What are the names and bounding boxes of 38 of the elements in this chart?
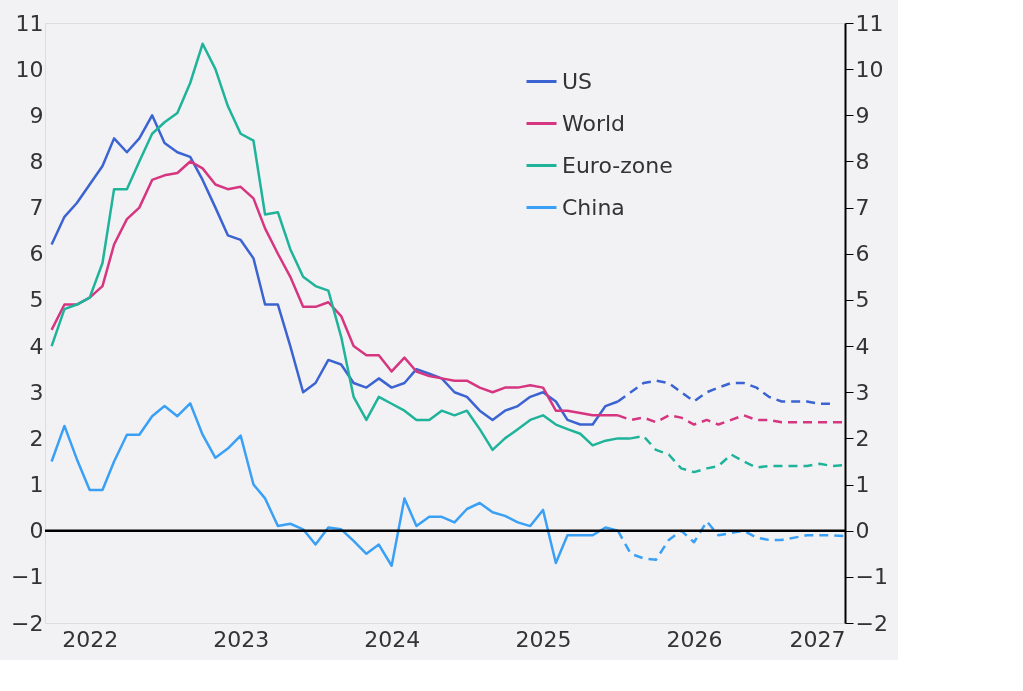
y-tick-label: 11 bbox=[855, 10, 884, 36]
y2-tick-label: 9 bbox=[29, 102, 44, 128]
y-tick-label: −1 bbox=[855, 564, 888, 590]
y2-tick-label: −2 bbox=[11, 610, 44, 636]
y-tick-label: 2 bbox=[855, 425, 870, 451]
legend-label: US bbox=[562, 68, 593, 94]
y2-tick-label: 5 bbox=[29, 287, 44, 313]
x-tick-label: 2025 bbox=[515, 626, 572, 652]
y-tick-label: 7 bbox=[855, 195, 870, 221]
x-tick-label: 2023 bbox=[213, 626, 270, 652]
y2-tick-label: 0 bbox=[29, 518, 44, 544]
y2-tick-label: 1 bbox=[29, 472, 44, 498]
x-tick-label: 2026 bbox=[666, 626, 723, 652]
y-tick-label: 6 bbox=[855, 241, 870, 267]
y2-tick-label: 2 bbox=[29, 425, 44, 451]
y2-tick-label: 8 bbox=[29, 148, 44, 174]
y-tick-label: 8 bbox=[855, 148, 870, 174]
y-tick-label: 3 bbox=[855, 379, 870, 405]
legend-label: China bbox=[562, 194, 625, 220]
y2-tick-label: 7 bbox=[29, 195, 44, 221]
y-tick-label: 10 bbox=[855, 56, 884, 82]
x-tick-label: 2027 bbox=[789, 626, 846, 652]
y-tick-label: 1 bbox=[855, 472, 870, 498]
legend-label: Euro-zone bbox=[562, 152, 673, 178]
y-tick-label: 9 bbox=[855, 102, 870, 128]
y2-tick-label: 3 bbox=[29, 379, 44, 405]
y-tick-label: −2 bbox=[855, 610, 888, 636]
y2-tick-label: 10 bbox=[15, 56, 44, 82]
y2-tick-label: 4 bbox=[29, 333, 44, 359]
y2-tick-label: 11 bbox=[15, 10, 44, 36]
y-tick-label: 0 bbox=[855, 518, 870, 544]
y2-tick-label: −1 bbox=[11, 564, 44, 590]
x-tick-label: 2024 bbox=[364, 626, 421, 652]
y-tick-label: 4 bbox=[855, 333, 870, 359]
x-tick-label: 2022 bbox=[62, 626, 119, 652]
y-tick-label: 5 bbox=[855, 287, 870, 313]
legend-label: World bbox=[562, 110, 626, 136]
y2-tick-label: 6 bbox=[29, 241, 44, 267]
